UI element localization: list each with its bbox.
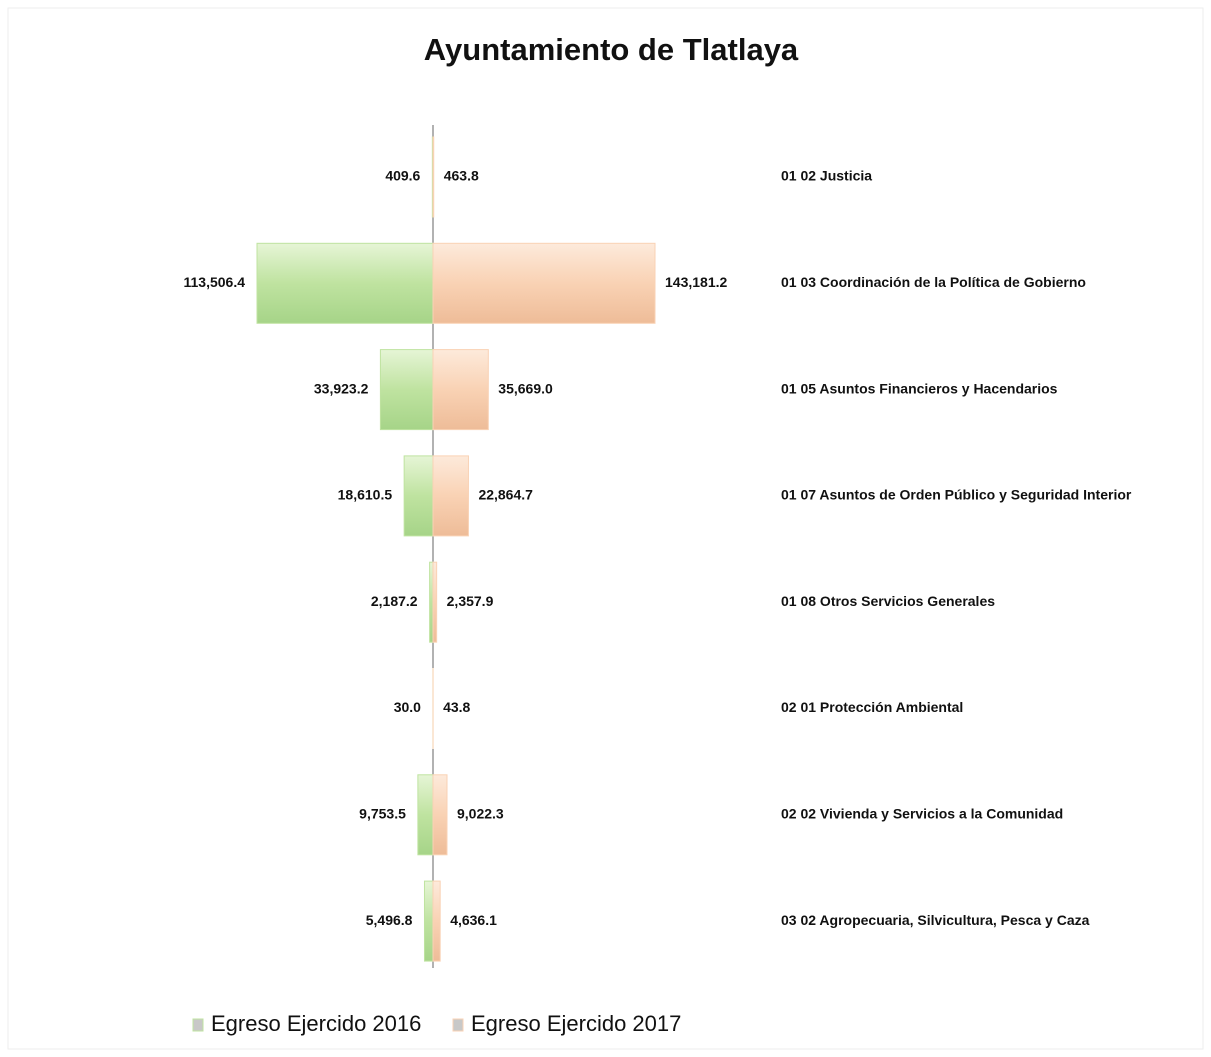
bar — [432, 242, 656, 324]
value-label: 409.6 — [385, 168, 420, 184]
bar — [432, 349, 489, 431]
category-label: 01 03 Coordinación de la Política de Gob… — [781, 274, 1086, 290]
legend-label: Egreso Ejercido 2017 — [471, 1011, 681, 1036]
value-label: 35,669.0 — [498, 380, 553, 396]
value-label: 22,864.7 — [478, 487, 533, 503]
legend-swatch — [452, 1018, 464, 1032]
legend-swatch — [192, 1018, 204, 1032]
bar — [432, 136, 435, 218]
bar — [417, 774, 434, 856]
bar — [403, 455, 434, 537]
value-label: 113,506.4 — [183, 274, 245, 290]
bar — [432, 455, 469, 537]
chart-title: Ayuntamiento de Tlatlaya — [424, 32, 799, 67]
value-label: 9,022.3 — [457, 806, 504, 822]
value-label: 5,496.8 — [366, 912, 413, 928]
category-label: 01 08 Otros Servicios Generales — [781, 593, 995, 609]
value-label: 30.0 — [394, 699, 421, 715]
value-label: 33,923.2 — [314, 380, 369, 396]
bar — [379, 349, 434, 431]
value-label: 43.8 — [443, 699, 470, 715]
bar — [429, 561, 434, 643]
value-label: 143,181.2 — [665, 274, 727, 290]
value-label: 18,610.5 — [338, 487, 393, 503]
category-label: 01 05 Asuntos Financieros y Hacendarios — [781, 380, 1058, 396]
value-label: 2,187.2 — [371, 593, 418, 609]
bar — [432, 880, 441, 962]
legend-label: Egreso Ejercido 2016 — [211, 1011, 421, 1036]
bar — [432, 774, 448, 856]
chart-border — [7, 7, 1204, 1050]
category-label: 01 07 Asuntos de Orden Público y Segurid… — [781, 487, 1132, 503]
bar — [432, 561, 438, 643]
value-label: 2,357.9 — [447, 593, 494, 609]
value-label: 4,636.1 — [450, 912, 497, 928]
category-label: 02 01 Protección Ambiental — [781, 699, 963, 715]
category-label: 01 02 Justicia — [781, 168, 872, 184]
category-label: 03 02 Agropecuaria, Silvicultura, Pesca … — [781, 912, 1090, 928]
bar — [423, 880, 434, 962]
category-label: 02 02 Vivienda y Servicios a la Comunida… — [781, 806, 1063, 822]
value-label: 9,753.5 — [359, 806, 406, 822]
value-label: 463.8 — [444, 168, 479, 184]
bar — [256, 242, 434, 324]
